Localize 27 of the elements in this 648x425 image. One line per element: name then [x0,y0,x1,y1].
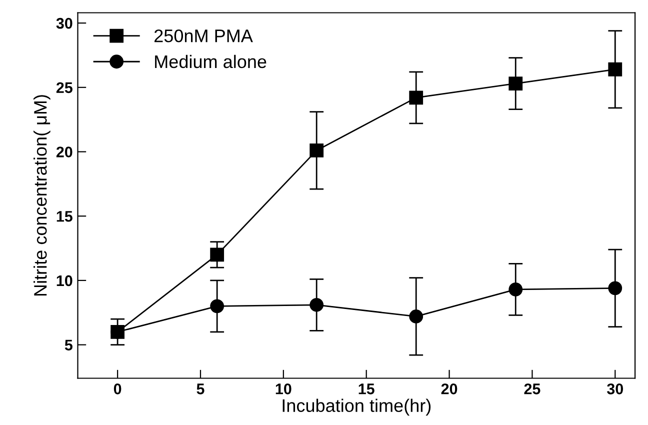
y-tick-label: 5 [64,340,72,350]
x-axis-title: Incubation time(hr) [282,398,431,416]
point [608,62,622,76]
point [508,282,523,296]
x-tick-label: 30 [606,384,624,394]
y-axis-title: Nitrite concentration( μM) [34,95,50,296]
x-tick-label: 25 [524,384,540,394]
point [310,144,324,158]
point [508,76,523,90]
y-tick-label: 10 [56,275,72,286]
point [409,90,424,105]
legend-label: 250nM PMA [154,29,253,42]
x-tick-label: 5 [196,384,204,394]
legend-label: Medium alone [155,54,266,68]
point [409,310,424,324]
y-tick-label: 25 [56,82,72,94]
y-tick-label: 15 [56,211,72,222]
x-tick-label: 20 [441,384,458,394]
y-tick-label: 30 [56,18,72,29]
y-tick-label: 20 [56,146,72,158]
x-tick-label: 0 [114,384,122,394]
point [608,281,622,296]
point [310,298,324,312]
x-tick-label: 10 [276,384,292,394]
point [210,299,224,314]
point [210,248,224,262]
x-tick-label: 15 [358,384,374,394]
